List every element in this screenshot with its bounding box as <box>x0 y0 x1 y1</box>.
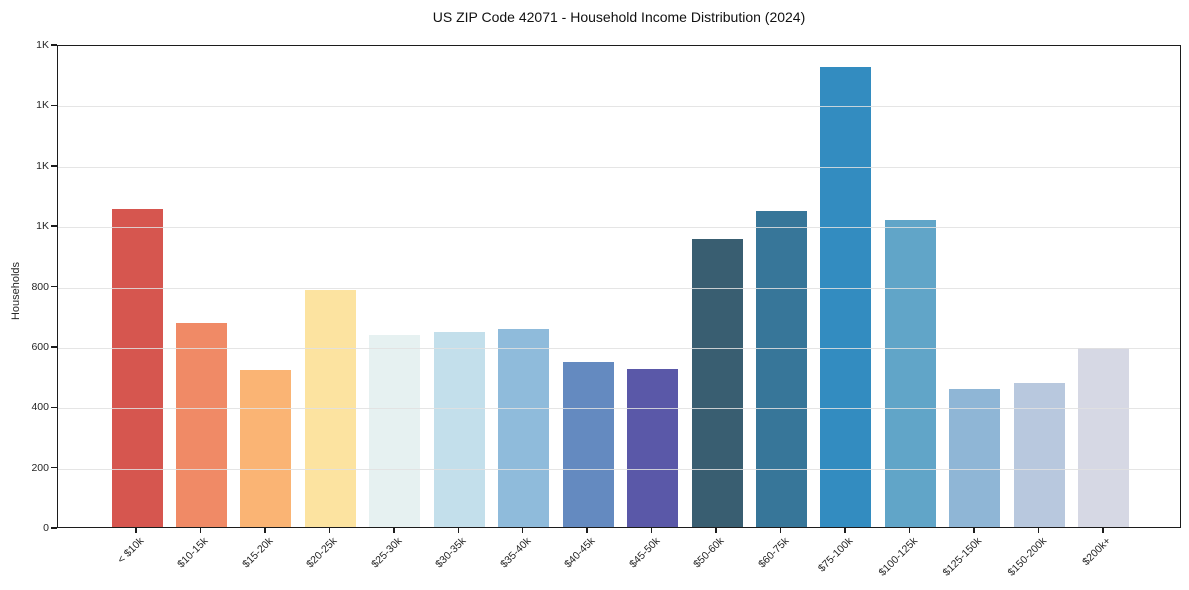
x-axis-labels: < $10k $10-15k $15-20k $20-25k $25-30k $30-35… <box>115 535 1114 579</box>
y-tick-label: 1K <box>36 39 49 51</box>
x-tick-mark <box>779 528 782 533</box>
y-tick-mark <box>51 225 57 227</box>
gridline-600 <box>58 347 1180 349</box>
x-tick-mark <box>650 528 653 533</box>
gridline-1200 <box>58 166 1180 168</box>
y-tick-label: 1K <box>36 220 49 233</box>
bar--200k+ <box>1078 347 1130 527</box>
y-tick-mark <box>51 346 57 348</box>
gridline-1400 <box>58 106 1180 108</box>
x-tick-mark <box>1037 528 1040 533</box>
y-tick-mark <box>51 466 57 469</box>
y-tick-mark <box>51 285 57 288</box>
y-tick-mark <box>51 165 57 167</box>
x-tick-mark <box>586 528 588 533</box>
x-tick-mark <box>715 528 717 533</box>
bar--30-35k <box>433 332 485 527</box>
y-tick-mark <box>51 44 57 46</box>
y-tick-mark <box>51 527 57 529</box>
x-tick-mark <box>908 528 911 533</box>
bar--10k <box>111 208 163 527</box>
x-tick-mark <box>973 528 975 533</box>
gridline-400 <box>58 408 1180 410</box>
y-tick-label: 0 <box>43 522 49 534</box>
x-tick-mark <box>199 528 202 533</box>
x-tick-mark <box>521 528 524 533</box>
bar--35-40k <box>498 329 550 527</box>
bar--50-60k <box>691 238 743 527</box>
bar--15-20k <box>240 370 292 527</box>
bar--150-200k <box>1013 382 1065 527</box>
y-axis-ticks: 0 200 400 600 800 1K 1K 1K 1K <box>0 0 57 590</box>
x-tick-mark <box>844 528 846 533</box>
bar--40-45k <box>562 361 614 527</box>
bar--60-75k <box>756 210 807 527</box>
bar--75-100k <box>820 66 872 527</box>
chart-title: US ZIP Code 42071 - Household Income Dis… <box>432 9 806 25</box>
y-tick-label: 1K <box>36 99 49 112</box>
y-tick-label: 200 <box>31 461 49 474</box>
x-tick-mark <box>135 528 137 533</box>
y-tick-label: 400 <box>31 401 49 414</box>
x-tick-mark <box>393 528 395 533</box>
bar--100-125k <box>884 219 936 527</box>
y-tick-label: 800 <box>31 280 49 293</box>
y-tick-label: 1K <box>36 159 49 172</box>
gridline-800 <box>58 287 1180 289</box>
x-tick-mark <box>264 528 266 533</box>
y-tick-mark <box>51 104 57 107</box>
y-tick-label: 600 <box>31 340 49 353</box>
bar--45-50k <box>627 368 679 527</box>
bar--10-15k <box>175 323 227 527</box>
bar--125-150k <box>949 388 1001 527</box>
x-tick-mark <box>457 528 459 533</box>
bar--25-30k <box>369 335 421 527</box>
gridline-1000 <box>58 227 1180 229</box>
x-tick-mark <box>328 528 331 533</box>
y-tick-mark <box>51 406 57 408</box>
gridline-200 <box>58 468 1180 470</box>
x-tick-mark <box>1102 528 1104 533</box>
plot-area <box>57 45 1181 528</box>
